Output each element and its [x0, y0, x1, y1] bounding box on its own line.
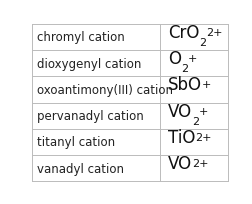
Text: +: +: [187, 54, 197, 64]
Text: CrO: CrO: [167, 24, 199, 42]
Text: VO: VO: [167, 155, 191, 172]
Text: O: O: [167, 50, 180, 68]
Text: titanyl cation: titanyl cation: [36, 136, 114, 149]
Text: VO: VO: [167, 102, 191, 120]
Text: 2: 2: [199, 38, 206, 48]
Text: +: +: [201, 80, 210, 90]
Text: 2+: 2+: [191, 159, 208, 169]
Text: 2+: 2+: [195, 132, 211, 142]
Text: oxoantimony(III) cation: oxoantimony(III) cation: [36, 83, 172, 96]
Text: dioxygenyl cation: dioxygenyl cation: [36, 57, 140, 70]
Text: TiO: TiO: [167, 128, 195, 146]
Text: SbO: SbO: [167, 76, 201, 94]
Text: pervanadyl cation: pervanadyl cation: [36, 110, 143, 123]
Text: 2+: 2+: [206, 28, 222, 38]
Text: +: +: [198, 106, 208, 116]
Text: 2: 2: [191, 116, 198, 126]
Text: chromyl cation: chromyl cation: [36, 31, 124, 44]
Text: 2: 2: [180, 64, 187, 74]
Text: vanadyl cation: vanadyl cation: [36, 162, 123, 175]
